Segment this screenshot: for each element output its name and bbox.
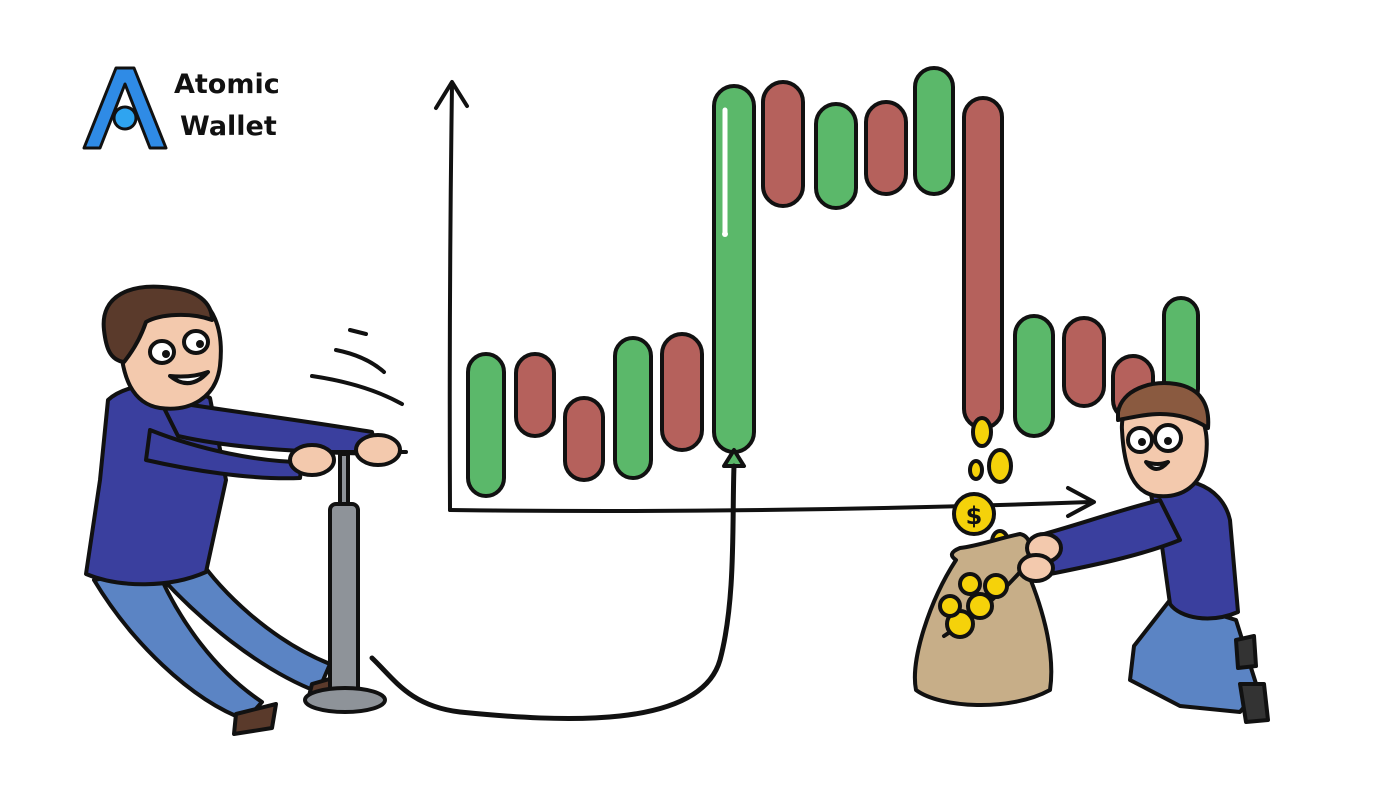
- candle: [514, 352, 556, 438]
- candle: [864, 100, 908, 196]
- candle: [1013, 314, 1055, 438]
- y-axis-arrowhead: [434, 80, 469, 110]
- right-man-hand: [1017, 553, 1055, 583]
- coin: [983, 573, 1009, 599]
- coin: [987, 448, 1013, 484]
- man-with-money-bag: [913, 381, 1270, 724]
- logo-text-line2: Wallet: [180, 111, 277, 142]
- man-pumping: [84, 284, 408, 736]
- atomic-wallet-logo[interactable]: Atomic Wallet: [82, 66, 280, 150]
- left-man-hair: [101, 284, 214, 364]
- right-man-hair: [1116, 381, 1211, 430]
- coin: [938, 594, 962, 618]
- candle: [1062, 316, 1106, 408]
- y-axis: [447, 82, 454, 512]
- candles: [466, 66, 1200, 498]
- x-axis-arrowhead: [1066, 486, 1096, 518]
- falling-coins: $: [952, 416, 1013, 555]
- left-man-hand: [288, 443, 336, 477]
- candle: [962, 96, 1004, 430]
- dollar-coin-icon: $: [952, 492, 996, 536]
- candle: [660, 332, 704, 452]
- money-bag-icon: [913, 532, 1054, 708]
- right-man-arms: [1042, 498, 1182, 576]
- left-man-hand: [354, 433, 402, 467]
- candle: [466, 352, 506, 498]
- chart-axes: [434, 80, 1096, 518]
- svg-text:$: $: [966, 502, 983, 530]
- candle: [563, 396, 605, 482]
- coin: [968, 459, 984, 481]
- right-man-torso: [1148, 478, 1240, 621]
- candle: [761, 80, 805, 208]
- x-axis: [448, 500, 1092, 513]
- air-pump-icon: [303, 450, 408, 714]
- coin: [958, 572, 982, 596]
- pump-hose: [369, 463, 737, 722]
- candle: [613, 336, 653, 480]
- coin: [971, 416, 993, 448]
- candle: [913, 66, 955, 196]
- balloon-candle: [712, 84, 756, 468]
- atomic-wallet-logo-icon: [82, 66, 168, 150]
- logo-text-line1: Atomic: [174, 69, 280, 100]
- right-man-legs: [1128, 598, 1260, 714]
- coin: [966, 592, 994, 620]
- candle: [814, 102, 858, 210]
